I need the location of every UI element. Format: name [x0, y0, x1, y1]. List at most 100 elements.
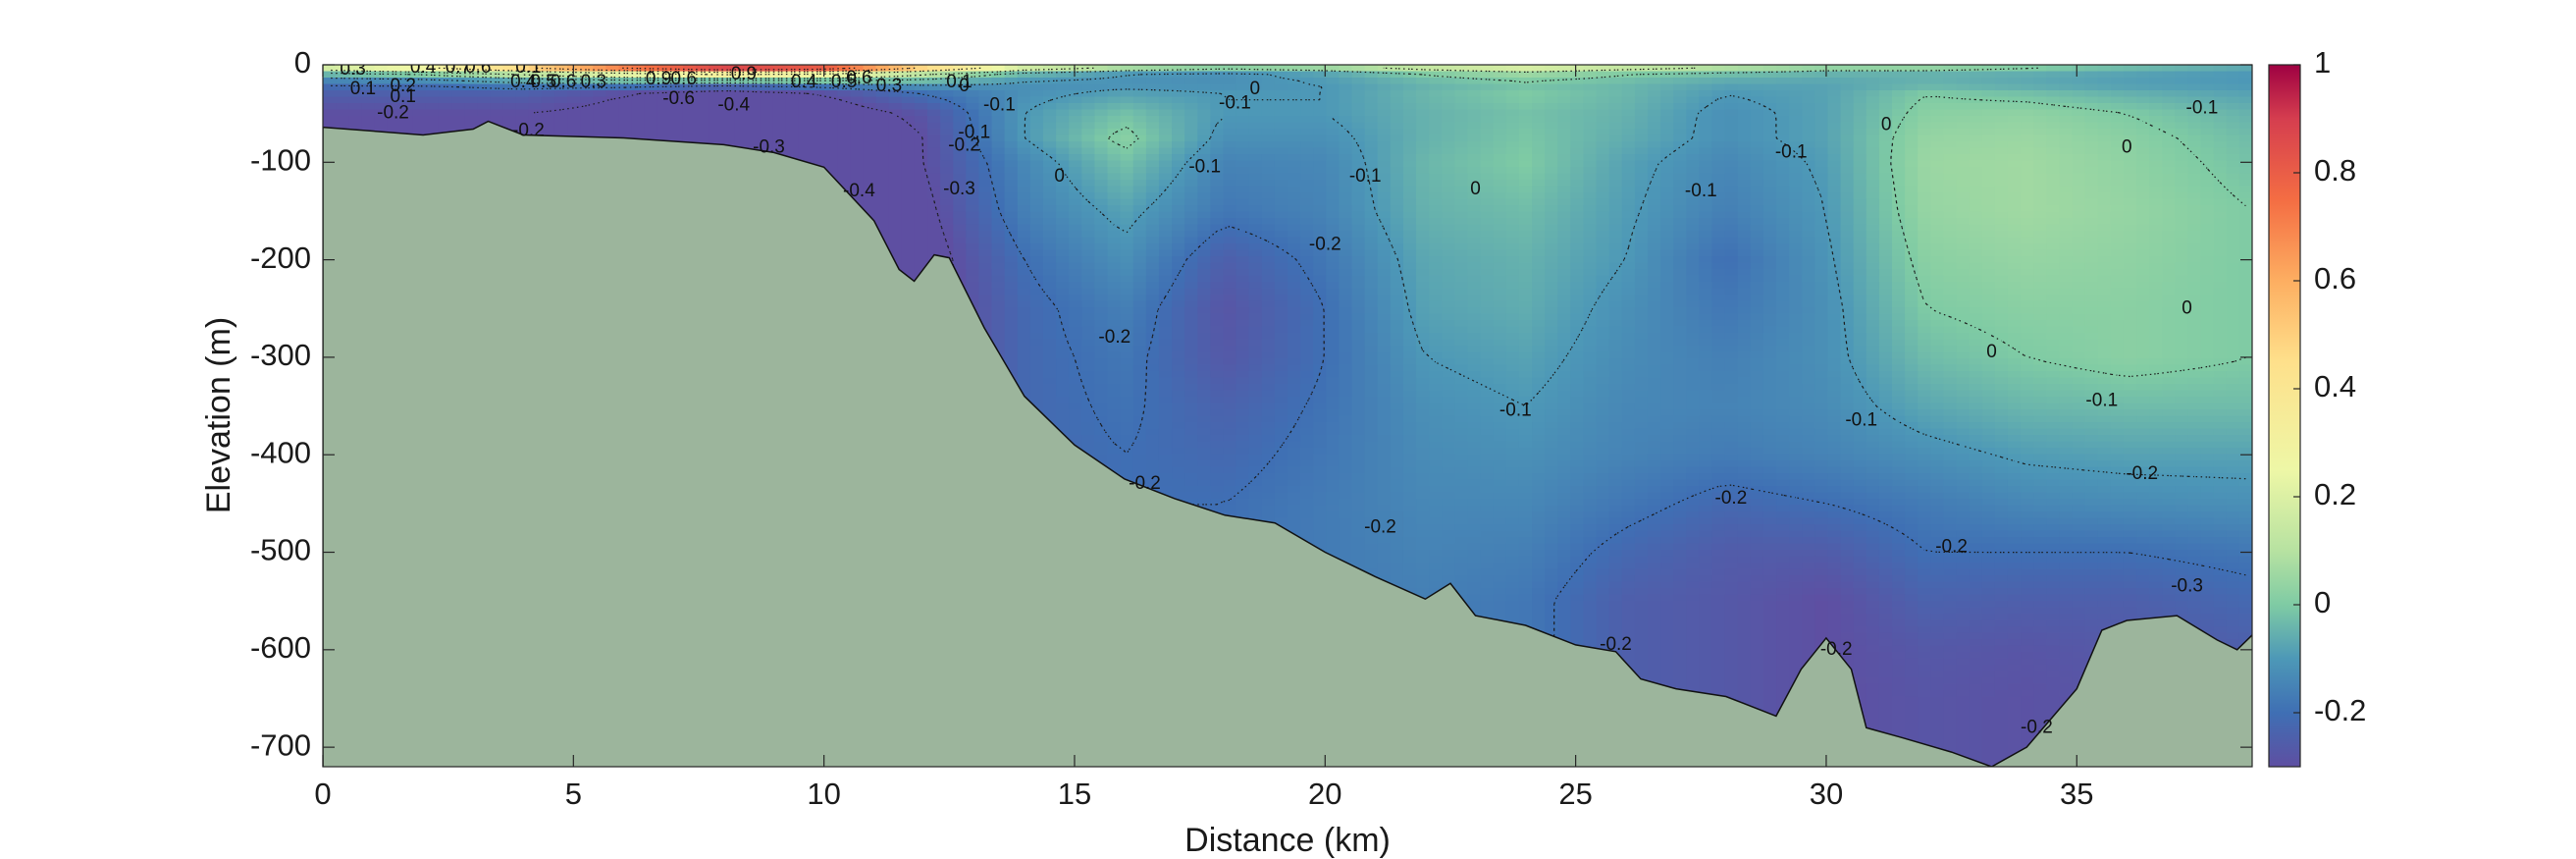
heat-cell [1892, 224, 1906, 232]
heat-cell [1454, 173, 1469, 181]
heat-cell [1532, 122, 1546, 130]
heat-cell [1069, 192, 1082, 200]
heat-cell [438, 116, 452, 124]
heat-cell [1505, 186, 1520, 193]
heat-cell [850, 116, 865, 124]
heat-cell [875, 83, 890, 91]
heat-cell [1776, 256, 1790, 264]
heat-cell [2187, 231, 2202, 239]
heat-cell [2021, 167, 2034, 175]
heat-cell [1017, 237, 1031, 244]
heat-cell [412, 103, 427, 111]
heat-cell [1069, 237, 1082, 244]
heat-cell [824, 103, 838, 111]
heat-cell [1184, 269, 1198, 277]
heat-cell [991, 262, 1006, 270]
heat-cell [2072, 167, 2086, 175]
heat-cell [2226, 65, 2240, 73]
heat-cell [1467, 65, 1482, 73]
heat-cell [1814, 211, 1829, 219]
heat-cell [2046, 211, 2060, 219]
heat-cell [1634, 173, 1649, 181]
heat-cell [1056, 78, 1070, 85]
heat-cell [2084, 78, 2099, 85]
heat-cell [2226, 116, 2240, 124]
heat-cell [1480, 154, 1495, 162]
heat-cell [1878, 186, 1893, 193]
heat-cell [1918, 211, 1931, 219]
heat-cell [1235, 103, 1250, 111]
heat-cell [1480, 211, 1495, 219]
heat-cell [863, 192, 877, 200]
heat-cell [760, 141, 774, 149]
heat-cell [515, 65, 530, 73]
heat-cell [747, 65, 762, 73]
heat-cell [1094, 160, 1109, 168]
heat-cell [2213, 147, 2228, 155]
heat-cell [1827, 109, 1842, 117]
heat-cell [1377, 262, 1392, 270]
heat-cell [1364, 103, 1379, 111]
heat-cell [361, 96, 376, 104]
heat-cell [1454, 167, 1469, 175]
heat-cell [1737, 262, 1752, 270]
heat-cell [2149, 205, 2163, 213]
heat-cell [1364, 147, 1379, 155]
heat-cell [1918, 154, 1931, 162]
heat-cell [1892, 90, 1906, 98]
heat-cell [1326, 186, 1341, 193]
heat-cell [1300, 262, 1314, 270]
heat-cell [1339, 269, 1353, 277]
heat-cell [1570, 147, 1585, 155]
heat-cell [1172, 96, 1185, 104]
heat-cell [2187, 224, 2202, 232]
heat-cell [953, 134, 967, 142]
heat-cell [1981, 167, 1996, 175]
heat-cell [785, 122, 800, 130]
heat-cell [1956, 167, 1971, 175]
heat-cell [966, 109, 980, 117]
heat-cell [1442, 262, 1455, 270]
heat-cell [1686, 103, 1701, 111]
heat-cell [2200, 256, 2215, 264]
heat-cell [1762, 256, 1777, 264]
heat-cell [2213, 192, 2228, 200]
heat-cell [914, 103, 928, 111]
heat-cell [1956, 180, 1971, 188]
heat-cell [1789, 205, 1803, 213]
heat-cell [2136, 256, 2150, 264]
heat-cell [348, 71, 362, 79]
heat-cell [2238, 192, 2252, 200]
heat-cell [1545, 103, 1558, 111]
heat-cell [734, 65, 749, 73]
heat-cell [1532, 205, 1546, 213]
heat-cell [1789, 256, 1803, 264]
heat-cell [593, 103, 606, 111]
heat-cell [1994, 96, 2009, 104]
heat-cell [1943, 211, 1958, 219]
heat-cell [387, 65, 401, 73]
heat-cell [348, 83, 362, 91]
heat-cell [966, 71, 980, 79]
heat-cell [1634, 103, 1649, 111]
heat-cell [502, 122, 517, 130]
heat-cell [1288, 269, 1301, 277]
heat-cell [580, 109, 594, 117]
heat-cell [863, 129, 877, 136]
heat-cell [772, 134, 787, 142]
heat-cell [991, 96, 1006, 104]
heat-cell [2084, 186, 2099, 193]
heat-cell [1762, 198, 1777, 206]
heat-cell [1081, 256, 1095, 264]
heat-cell [888, 141, 903, 149]
heat-cell [1557, 103, 1571, 111]
heat-cell [863, 78, 877, 85]
heat-cell [2072, 134, 2086, 142]
heat-cell [1981, 147, 1996, 155]
heat-cell [1981, 116, 1996, 124]
heat-cell [1532, 224, 1546, 232]
heat-cell [2213, 231, 2228, 239]
heat-cell [747, 103, 762, 111]
heat-cell [1184, 160, 1198, 168]
heat-cell [772, 147, 787, 155]
